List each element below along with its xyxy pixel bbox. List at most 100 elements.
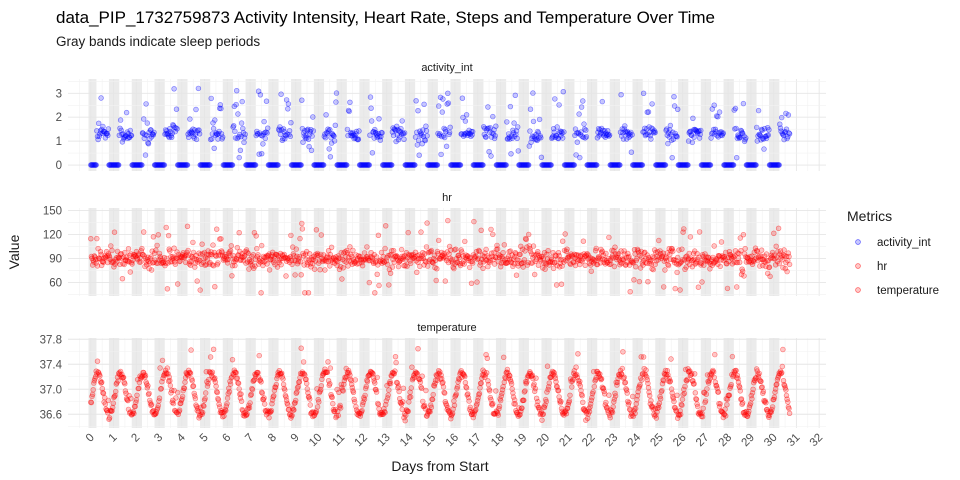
data-point: [266, 415, 272, 421]
data-point: [677, 411, 684, 418]
data-point: [350, 389, 357, 395]
data-point: [359, 408, 365, 414]
data-point: [556, 102, 562, 108]
sleep-band: [518, 79, 529, 171]
data-point: [298, 272, 304, 278]
sleep-band: [404, 79, 416, 171]
data-point: [98, 95, 104, 101]
data-point: [480, 265, 486, 271]
data-point: [618, 91, 624, 98]
data-point: [674, 269, 680, 276]
data-point: [232, 128, 238, 135]
data-point: [773, 243, 779, 250]
data-point: [478, 227, 484, 234]
data-point: [172, 261, 179, 267]
data-point: [262, 135, 268, 142]
data-point: [724, 285, 731, 292]
data-point: [255, 370, 261, 376]
data-point: [671, 93, 677, 100]
data-point: [174, 126, 180, 132]
data-point: [148, 267, 155, 273]
data-point: [776, 162, 782, 168]
sleep-band: [245, 79, 256, 171]
data-point: [733, 155, 740, 161]
data-point: [229, 357, 236, 363]
x-tick-label: 17: [466, 432, 484, 450]
data-point: [202, 395, 208, 402]
data-point: [373, 254, 380, 260]
data-point: [208, 95, 214, 102]
data-point: [671, 103, 678, 109]
data-point: [580, 238, 587, 244]
data-point: [387, 380, 394, 387]
data-point: [546, 380, 552, 386]
data-point: [603, 399, 609, 406]
data-point: [611, 263, 618, 270]
data-point: [134, 392, 140, 398]
data-point: [555, 388, 562, 394]
data-point: [339, 276, 345, 282]
data-point: [427, 409, 433, 415]
data-point: [322, 267, 328, 273]
data-point: [463, 112, 470, 118]
data-point: [715, 113, 721, 120]
data-point: [232, 262, 238, 269]
data-point: [637, 382, 643, 388]
data-point: [408, 394, 414, 400]
data-point: [89, 391, 96, 398]
data-point: [548, 162, 554, 168]
data-point: [445, 90, 451, 97]
data-point: [363, 383, 369, 390]
sleep-band: [131, 79, 142, 171]
sleep-band: [541, 79, 552, 171]
data-point: [672, 285, 678, 292]
sleep-band: [678, 208, 689, 296]
data-point: [558, 398, 564, 405]
data-point: [656, 237, 662, 244]
data-point: [151, 129, 157, 136]
data-point: [350, 247, 356, 254]
sleep-band: [564, 79, 575, 171]
data-point: [783, 126, 790, 132]
data-point: [227, 248, 234, 254]
data-point: [383, 223, 389, 229]
data-point: [300, 359, 307, 365]
data-point: [677, 287, 683, 293]
data-point: [412, 134, 419, 140]
chart-title: data_PIP_1732759873 Activity Intensity, …: [56, 8, 715, 27]
data-point: [569, 384, 575, 390]
data-point: [629, 393, 636, 400]
data-point: [525, 231, 532, 238]
x-tick-label: 13: [375, 432, 393, 450]
data-point: [527, 128, 533, 134]
data-point: [159, 357, 166, 364]
x-tick-label: 8: [266, 432, 279, 445]
data-point: [285, 106, 291, 112]
data-point: [712, 351, 718, 358]
data-point: [691, 381, 697, 387]
data-point: [355, 136, 362, 142]
x-tick-label: 20: [535, 432, 553, 450]
data-point: [682, 383, 688, 390]
x-tick-label: 0: [84, 432, 97, 445]
data-point: [462, 118, 469, 124]
data-point: [711, 243, 717, 249]
data-point: [374, 271, 380, 277]
data-point: [665, 262, 672, 269]
y-tick-label: 37.4: [40, 359, 63, 371]
data-point: [733, 284, 740, 290]
data-point: [422, 137, 428, 144]
data-point: [299, 226, 306, 232]
data-point: [462, 373, 468, 380]
data-point: [531, 381, 537, 387]
data-point: [704, 386, 710, 392]
data-point: [346, 108, 352, 115]
data-point: [311, 266, 318, 272]
data-point: [659, 387, 665, 394]
data-point: [493, 123, 499, 129]
data-point: [369, 118, 375, 124]
data-point: [273, 381, 279, 388]
data-point: [95, 120, 102, 127]
data-point: [428, 404, 435, 410]
data-point: [656, 400, 663, 406]
